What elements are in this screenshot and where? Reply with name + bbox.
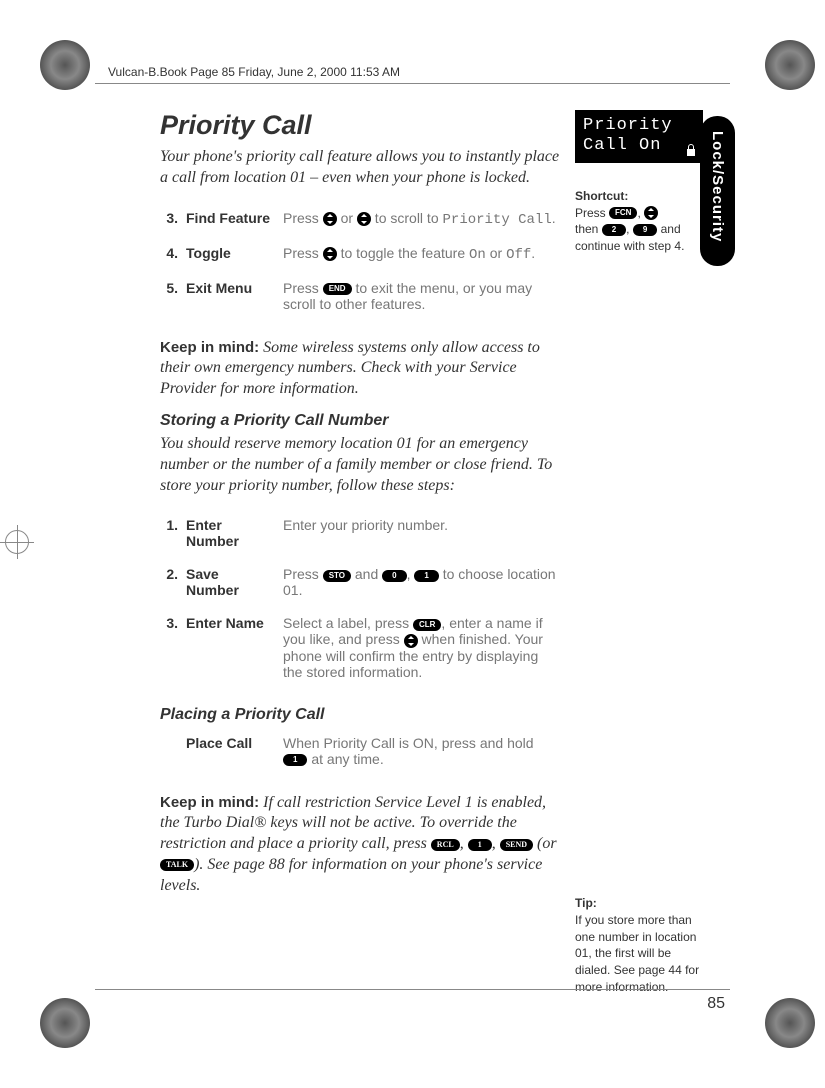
step-description: Press STO and 0, 1 to choose location 01… <box>283 561 563 608</box>
send-button-icon: SEND <box>500 839 533 851</box>
lock-icon <box>685 143 697 157</box>
step-label: Enter Name <box>186 610 281 689</box>
main-content: Priority Call Your phone's priority call… <box>160 110 565 909</box>
phone-display-line1: Priority <box>583 116 695 136</box>
step-number: 3. <box>162 205 184 238</box>
step-description: Press END to exit the menu, or you may s… <box>283 275 563 322</box>
shortcut-block: Shortcut: Press FCN, then 2, 9 and conti… <box>575 188 705 255</box>
step-row: Place Call When Priority Call is ON, pre… <box>162 730 563 777</box>
step-label: Find Feature <box>186 205 281 238</box>
subsection-title-storing: Storing a Priority Call Number <box>160 412 565 430</box>
keep-in-mind-1: Keep in mind: Some wireless systems only… <box>160 338 565 400</box>
step-row: 4. Toggle Press to toggle the feature On… <box>162 240 563 273</box>
tip-block: Tip: If you store more than one number i… <box>575 895 705 996</box>
page-title: Priority Call <box>160 110 565 141</box>
step-number: 2. <box>162 561 184 608</box>
corner-decoration-tl <box>40 40 90 90</box>
intro-paragraph: Your phone's priority call feature allow… <box>160 147 565 189</box>
steps-table-1: 3. Find Feature Press or to scroll to Pr… <box>160 203 565 324</box>
sidebar: Priority Call On Shortcut: Press FCN, th… <box>575 110 705 996</box>
steps-table-2: 1. Enter Number Enter your priority numb… <box>160 510 565 691</box>
scroll-key-icon <box>404 634 418 648</box>
corner-decoration-tr <box>765 40 815 90</box>
clr-button-icon: CLR <box>413 619 441 631</box>
page-number: 85 <box>707 995 725 1013</box>
step-row: 1. Enter Number Enter your priority numb… <box>162 512 563 559</box>
section-tab: Lock/Security <box>700 116 735 266</box>
storing-intro: You should reserve memory location 01 fo… <box>160 434 565 496</box>
scroll-down-icon <box>357 212 371 226</box>
scroll-key-icon <box>323 247 337 261</box>
step-label: Save Number <box>186 561 281 608</box>
corner-decoration-bl <box>40 998 90 1048</box>
step-number: 5. <box>162 275 184 322</box>
step-number: 1. <box>162 512 184 559</box>
top-rule <box>95 83 730 84</box>
phone-display: Priority Call On <box>575 110 703 163</box>
scroll-up-icon <box>323 212 337 226</box>
step-description: Enter your priority number. <box>283 512 563 559</box>
subsection-title-placing: Placing a Priority Call <box>160 706 565 724</box>
section-tab-label: Lock/Security <box>709 131 726 242</box>
shortcut-label: Shortcut: <box>575 189 628 203</box>
step-row: 3. Enter Name Select a label, press CLR,… <box>162 610 563 689</box>
step-label: Toggle <box>186 240 281 273</box>
one-button-icon: 1 <box>468 839 492 851</box>
place-call-table: Place Call When Priority Call is ON, pre… <box>160 728 565 779</box>
tip-label: Tip: <box>575 896 597 910</box>
tip-text: If you store more than one number in loc… <box>575 913 699 994</box>
two-button-icon: 2 <box>602 224 626 236</box>
step-row: 5. Exit Menu Press END to exit the menu,… <box>162 275 563 322</box>
corner-decoration-br <box>765 998 815 1048</box>
step-row: 3. Find Feature Press or to scroll to Pr… <box>162 205 563 238</box>
crop-mark-left <box>5 530 29 554</box>
talk-button-icon: TALK <box>160 859 194 871</box>
one-button-icon: 1 <box>414 570 438 582</box>
nine-button-icon: 9 <box>633 224 657 236</box>
step-description: Press or to scroll to Priority Call. <box>283 205 563 238</box>
keep-in-mind-2: Keep in mind: If call restriction Servic… <box>160 793 565 897</box>
step-description: Press to toggle the feature On or Off. <box>283 240 563 273</box>
step-description: Select a label, press CLR, enter a name … <box>283 610 563 689</box>
fcn-button-icon: FCN <box>609 207 637 219</box>
one-button-icon: 1 <box>283 754 307 766</box>
step-description: When Priority Call is ON, press and hold… <box>283 730 563 777</box>
step-label: Place Call <box>186 730 281 777</box>
step-row: 2. Save Number Press STO and 0, 1 to cho… <box>162 561 563 608</box>
phone-display-line2: Call On <box>583 136 695 156</box>
end-button-icon: END <box>323 283 352 295</box>
footer-rule <box>95 989 730 990</box>
step-number: 4. <box>162 240 184 273</box>
zero-button-icon: 0 <box>382 570 406 582</box>
step-number: 3. <box>162 610 184 689</box>
step-label: Enter Number <box>186 512 281 559</box>
sto-button-icon: STO <box>323 570 351 582</box>
rcl-button-icon: RCL <box>431 839 460 851</box>
document-header: Vulcan-B.Book Page 85 Friday, June 2, 20… <box>108 65 400 79</box>
step-label: Exit Menu <box>186 275 281 322</box>
scroll-key-icon <box>644 206 658 220</box>
